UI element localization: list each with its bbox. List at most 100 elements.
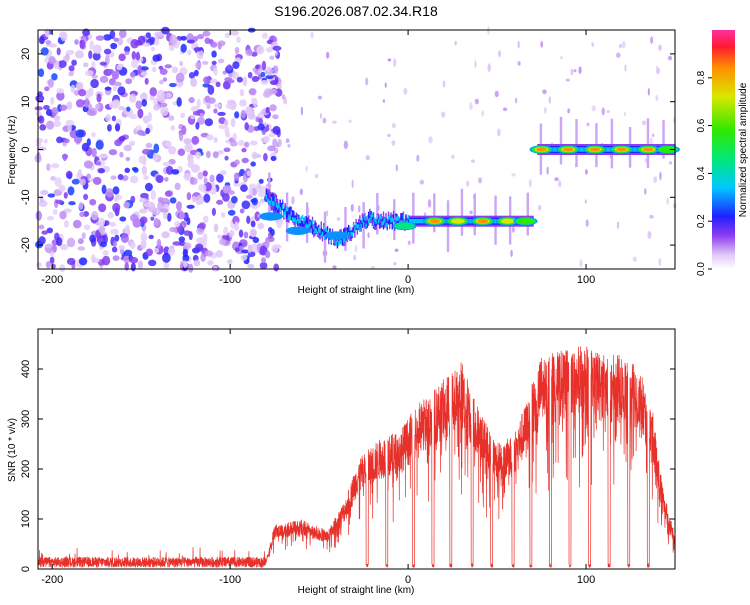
spectrogram-tone-cell: [397, 217, 400, 225]
spectrogram-tone-cell: [376, 217, 379, 225]
spectrogram-noise-blob: [56, 91, 65, 101]
spectrogram-xtick-label: 0: [405, 274, 411, 286]
spectrogram-tone-cell: [412, 219, 415, 224]
spectrogram-tone-cell: [339, 239, 341, 245]
spectrogram-noise-blob: [204, 37, 211, 45]
spectrogram-noise-blob: [161, 26, 170, 35]
spectrogram-tone-cell: [359, 215, 361, 227]
spectrogram-noise-blob: [252, 153, 262, 158]
spectrogram-noise-blob: [217, 58, 225, 64]
spectrogram-noise-blob: [75, 129, 85, 138]
spectrogram-tone-cell: [313, 225, 315, 230]
spectrogram-noise-blob: [122, 175, 129, 181]
spectrogram-tone-cell: [291, 211, 294, 223]
spectrogram-noise-blob: [218, 238, 226, 246]
spectrogram-noise-blob: [48, 56, 56, 65]
spectrogram-noise-blob: [105, 113, 111, 122]
spectrogram-noise-blob: [56, 47, 61, 56]
spectrogram-noise-blob: [233, 172, 240, 181]
spectrogram-noise-blob: [65, 119, 75, 127]
spectrogram-noise-blob: [35, 210, 43, 221]
spectrogram-noise-blob: [46, 215, 55, 221]
spectrogram-noise-blob: [192, 110, 201, 116]
spectrogram-noise-blob: [35, 94, 45, 102]
spectrogram-noise-blob: [170, 125, 176, 131]
spectrogram-noise-blob: [112, 240, 118, 247]
spectrogram-noise-blob: [264, 250, 271, 259]
spectrogram-speckle: [514, 97, 518, 104]
spectrogram-speckle: [517, 40, 520, 49]
spectrogram-noise-blob: [135, 100, 142, 110]
spectrogram-tone-cell: [494, 219, 497, 224]
spectrogram-noise-blob: [78, 88, 87, 97]
spectrogram-noise-blob: [171, 169, 180, 175]
spectrogram-tone-cell: [395, 216, 397, 221]
spectrogram-noise-blob: [164, 176, 169, 182]
spectrogram-noise-blob: [148, 36, 156, 43]
spectrogram-speckle: [511, 173, 516, 177]
spectrogram-speckle: [591, 105, 596, 112]
colorbar-ticks: 0.0 0.2 0.4 0.6 0.8: [696, 70, 712, 276]
spectrogram-peak: [642, 147, 654, 152]
spectrogram-noise-blob: [75, 82, 82, 90]
spectrogram-noise-blob: [213, 223, 219, 233]
spectrogram-noise-blob: [191, 135, 200, 145]
spectrogram-tone-cell: [385, 222, 387, 228]
spectrogram-tone-cell: [304, 216, 306, 221]
spectrogram-noise-blob: [171, 66, 179, 74]
spectrogram-noise-blob: [71, 59, 77, 66]
spectrogram-tone-cell: [266, 193, 269, 201]
spectrogram-noise-blob: [259, 261, 268, 270]
spectrogram-tone-cell: [309, 222, 311, 234]
spectrogram-tone-cell: [295, 215, 298, 223]
spectrogram-noise-blob: [272, 114, 279, 120]
spectrogram-noise-blob: [207, 84, 215, 95]
spectrogram-noise-blob: [63, 220, 70, 228]
spectrogram-noise-blob: [152, 152, 159, 162]
spectrogram-noise-blob: [35, 137, 44, 144]
spectrogram-speckle: [511, 225, 515, 233]
spectrogram-noise-blob: [157, 196, 164, 203]
spectrogram-noise-blob: [213, 103, 222, 108]
spectrogram-noise-blob: [58, 184, 66, 192]
spectrogram-tone-cell: [360, 220, 362, 228]
spectrogram-tone-cell: [293, 217, 295, 223]
spectrogram-tone-cell: [285, 206, 288, 211]
spectrogram-tone-cell: [579, 147, 582, 152]
spectrogram-tone-cell: [554, 147, 557, 152]
spectrogram-speckle: [276, 142, 280, 148]
spectrogram-tone-cell: [273, 201, 275, 207]
spectrogram-noise-blob: [47, 193, 56, 198]
spectrogram-noise-blob: [222, 192, 230, 202]
snr-ytick-label: 100: [20, 510, 32, 528]
spectrogram-tone-cell: [276, 198, 279, 210]
spectrogram-tone-cell: [371, 215, 374, 227]
spectrogram-noise-blob: [63, 192, 68, 199]
spectrogram-noise-blob: [261, 257, 267, 264]
spectrogram-peak: [536, 147, 547, 152]
spectrogram-noise-blob: [139, 216, 148, 224]
spectrogram-noise-blob: [261, 32, 268, 39]
spectrogram-speckle: [548, 96, 551, 104]
spectrogram-noise-blob: [77, 246, 86, 251]
spectrogram-tone-cell: [340, 240, 342, 245]
spectrogram-tone-cell: [315, 228, 317, 234]
spectrogram-tone-cell: [329, 228, 331, 236]
spectrogram-noise-blob: [60, 31, 68, 42]
spectrogram-noise-blob: [182, 254, 190, 262]
spectrogram-noise-blob: [96, 93, 102, 103]
spectrogram-noise-blob: [62, 153, 67, 162]
spectrogram-noise-blob: [111, 246, 118, 253]
spectrogram-tone-cell: [371, 212, 374, 218]
spectrogram-tone-cell: [308, 215, 310, 227]
spectrogram-tone-cell: [320, 228, 322, 236]
spectrogram-noise-blob: [234, 247, 240, 252]
spectrogram-tone-cell: [280, 202, 283, 210]
spectrogram-tone-cell: [296, 216, 299, 221]
spectrogram-speckle: [616, 52, 621, 58]
spectrogram-tone-cell: [377, 219, 380, 224]
spectrogram-speckle: [494, 90, 499, 98]
spectrogram-ylabel: Frequency (Hz): [7, 116, 18, 185]
spectrogram-noise-blob: [67, 186, 75, 196]
